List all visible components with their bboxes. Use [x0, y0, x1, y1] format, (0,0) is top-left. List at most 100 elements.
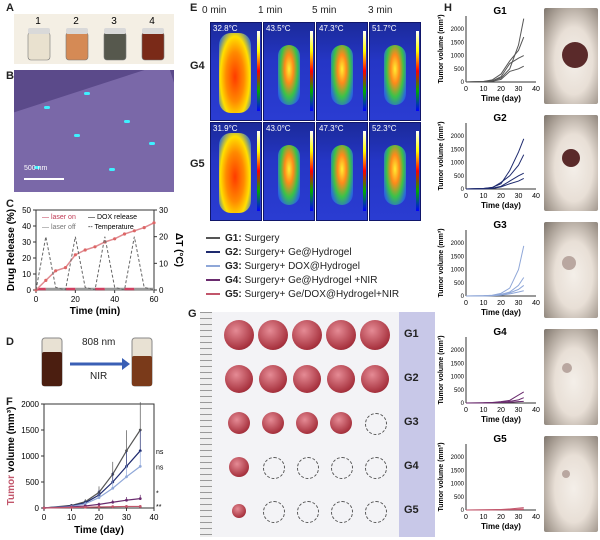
thermal-image: 43.5°C	[263, 22, 315, 121]
x-tick-label: 30	[122, 513, 131, 522]
group-legend: G1: Surgery G2: Surgery+ Ge@Hydrogel G3: S…	[206, 232, 436, 302]
growth-chart-g5: 0 10 20 30 40 0 500 1000 1500 2000 G5 Time (day) Tum…	[438, 434, 540, 531]
legend-temperature: -- Temperature	[88, 224, 134, 231]
series-g3	[43, 465, 141, 509]
legend-group-desc: Surgery	[241, 233, 280, 244]
tumor-specimen	[228, 412, 250, 434]
thermal-image: 43.0°C	[263, 122, 315, 221]
legend-swatch	[206, 251, 220, 254]
x-tick-label: 20	[497, 514, 505, 521]
mouse-photo	[544, 436, 598, 532]
legend-entry: G2: Surgery+ Ge@Hydrogel	[206, 246, 436, 260]
scale-bar	[24, 178, 64, 180]
dox-point	[113, 237, 117, 241]
y2-tick-label: 30	[159, 206, 168, 215]
vial	[141, 31, 165, 61]
x-tick-label: 0	[464, 407, 468, 414]
y-tick-label: 1500	[451, 254, 465, 260]
data-point	[97, 496, 101, 499]
empty-tumor-slot	[365, 413, 387, 435]
chart-title: G4	[493, 327, 507, 338]
mouse-curve	[465, 138, 525, 190]
y-tick-label: 500	[454, 67, 465, 73]
nanosheet-dot	[149, 142, 155, 145]
x-tick-label: 40	[532, 514, 540, 521]
x-tick-label: 30	[515, 193, 523, 200]
legend-entry: G5: Surgery+ Ge/DOX@Hydrogel+NIR	[206, 288, 436, 302]
y-tick-label: 1500	[21, 426, 39, 435]
nanosheet-dot	[34, 166, 40, 169]
label-strip	[399, 312, 435, 537]
data-point	[125, 498, 128, 502]
legend-swatch	[206, 265, 220, 268]
growth-chart-g1: 0 10 20 30 40 0 500 1000 1500 2000 G1 Time (day) Tum…	[438, 6, 540, 103]
y-tick-label: 500	[454, 388, 465, 394]
mouse-curve	[465, 36, 525, 83]
data-point	[111, 486, 115, 490]
legend-entry: G3: Surgery+ DOX@Hydrogel	[206, 260, 436, 274]
max-temperature: 32.8°C	[213, 24, 238, 33]
mouse-heat-signature	[331, 45, 353, 105]
x-tick-label: 0	[42, 513, 47, 522]
legend-laser-on: — laser on	[42, 214, 76, 221]
tumor-site	[562, 256, 576, 270]
data-point	[83, 505, 87, 509]
chart-title: G3	[493, 220, 507, 231]
y-tick-label: 500	[454, 495, 465, 501]
data-point	[70, 506, 73, 509]
nanosheet-dot	[109, 168, 115, 171]
x-tick-label: 20	[71, 295, 80, 304]
x-axis-label: Time (day)	[74, 525, 124, 536]
y-axis-label-prefix: Tumor	[6, 475, 17, 505]
y-tick-label: 2000	[451, 27, 465, 33]
x-tick-label: 40	[532, 86, 540, 93]
thermal-image: 32.8°C	[210, 22, 262, 121]
legend-group-desc: Surgery+ Ge@Hydrogel	[241, 247, 352, 258]
nir-wavelength: 808 nm	[82, 337, 116, 348]
mouse-heat-signature	[219, 33, 251, 113]
tumor-site	[562, 470, 570, 478]
x-tick-label: 40	[532, 407, 540, 414]
empty-tumor-slot	[297, 501, 319, 523]
mouse-heat-signature	[331, 145, 353, 205]
time-1: 1 min	[258, 5, 283, 16]
y-tick-label: 1500	[451, 468, 465, 474]
panel-a-label: A	[6, 2, 14, 14]
thermal-row-g4: G4	[190, 60, 205, 72]
tumor-row-label: G3	[404, 416, 419, 428]
data-point	[83, 502, 87, 506]
vial-cap	[142, 28, 164, 34]
ruler	[200, 312, 212, 537]
vial-number: 1	[35, 16, 41, 27]
nanosheet-dot	[84, 92, 90, 95]
x-tick-label: 20	[497, 193, 505, 200]
y-axis-label: Tumor volume (mm³)	[438, 335, 445, 404]
individual-growth-charts: 0 10 20 30 40 0 500 1000 1500 2000 G1 Time (day) Tum…	[436, 4, 600, 538]
panel-e-label: E	[190, 2, 198, 14]
dox-point	[54, 269, 58, 273]
panel-b-label: B	[6, 70, 14, 82]
y-tick-label: 2000	[451, 348, 465, 354]
legend-swatch	[206, 237, 220, 240]
data-point	[97, 502, 101, 506]
series-temperature	[35, 236, 155, 291]
y-tick-label: 2000	[451, 134, 465, 140]
x-tick-label: 0	[464, 193, 468, 200]
legend-group-id: G1:	[225, 233, 242, 244]
chart-title: G5	[493, 434, 507, 445]
vial-cap	[104, 28, 126, 34]
x-tick-label: 10	[67, 513, 76, 522]
empty-tumor-slot	[297, 457, 319, 479]
tumor-specimen	[293, 365, 321, 393]
panel-g-label: G	[188, 308, 197, 320]
data-point	[125, 475, 128, 479]
dox-point	[122, 232, 127, 236]
colorbar	[363, 31, 366, 111]
tumor-specimen	[361, 365, 389, 393]
vial-number: 2	[73, 16, 79, 27]
sem-sheet	[14, 70, 174, 192]
mouse-curve	[465, 177, 524, 190]
x-axis-label: Time (day)	[481, 94, 521, 103]
sem-image: 500 nm	[14, 70, 174, 192]
